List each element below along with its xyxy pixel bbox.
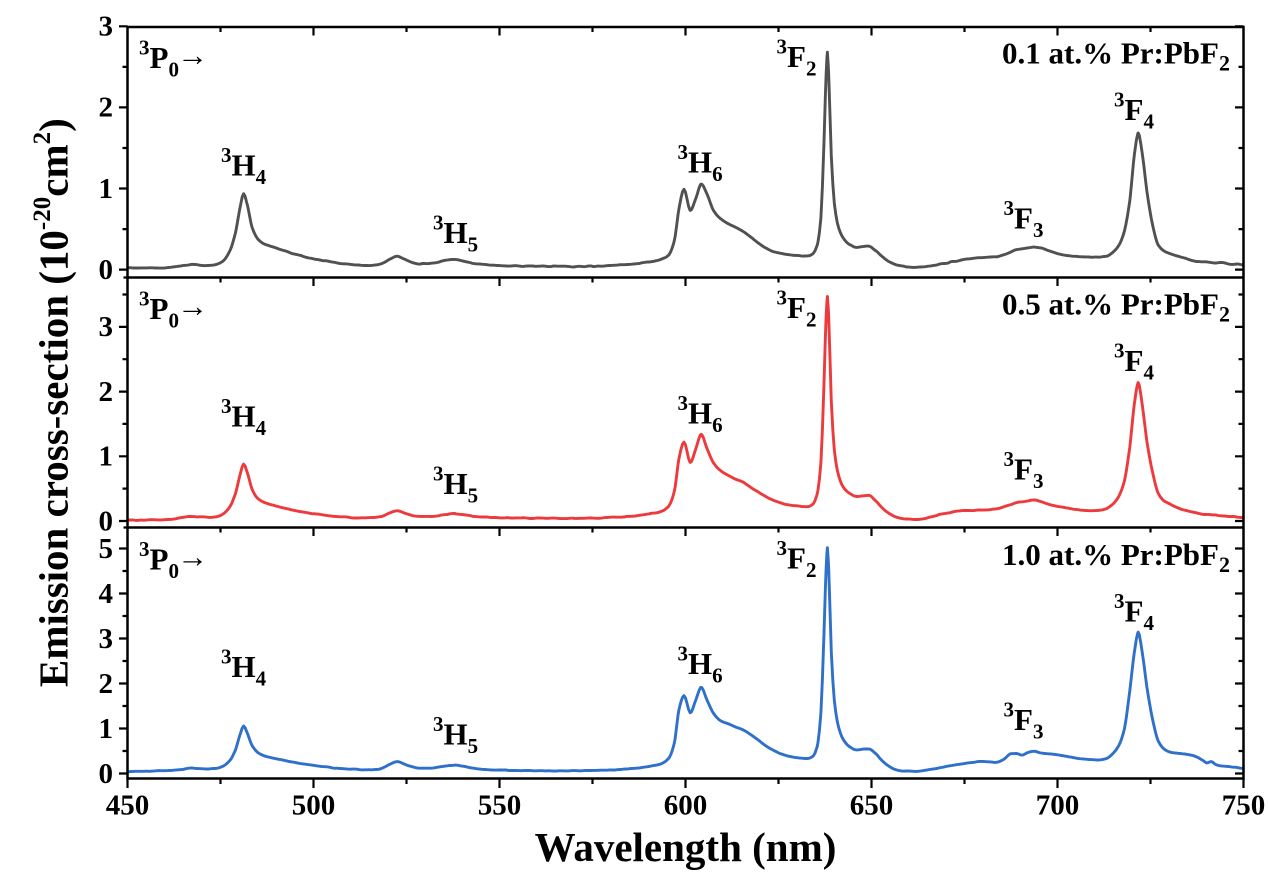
- svg-text:0.1 at.% Pr:PbF2: 0.1 at.% Pr:PbF2: [1002, 36, 1230, 76]
- svg-text:2: 2: [99, 92, 114, 124]
- svg-text:700: 700: [1036, 790, 1080, 822]
- svg-text:3F2: 3F2: [777, 286, 817, 332]
- svg-text:0.5 at.% Pr:PbF2: 0.5 at.% Pr:PbF2: [1002, 287, 1230, 327]
- svg-text:450: 450: [106, 790, 150, 822]
- svg-text:5: 5: [99, 533, 114, 565]
- svg-text:3F2: 3F2: [777, 35, 817, 81]
- svg-text:3H6: 3H6: [678, 140, 723, 186]
- svg-text:3F4: 3F4: [1114, 589, 1154, 635]
- svg-text:550: 550: [478, 790, 522, 822]
- svg-text:3F3: 3F3: [1004, 447, 1044, 493]
- svg-text:1: 1: [99, 173, 114, 205]
- svg-text:3H5: 3H5: [433, 712, 478, 758]
- svg-text:3F4: 3F4: [1114, 339, 1154, 385]
- svg-text:0: 0: [99, 254, 114, 286]
- svg-text:3F4: 3F4: [1114, 88, 1154, 134]
- svg-text:3H6: 3H6: [678, 642, 723, 688]
- svg-text:2: 2: [99, 668, 114, 700]
- svg-text:650: 650: [850, 790, 894, 822]
- svg-text:1: 1: [99, 441, 114, 473]
- svg-text:3: 3: [99, 11, 114, 43]
- svg-text:500: 500: [292, 790, 336, 822]
- svg-text:Wavelength (nm): Wavelength (nm): [535, 824, 837, 870]
- svg-text:0: 0: [99, 505, 114, 537]
- svg-text:3H5: 3H5: [433, 462, 478, 508]
- svg-text:3P0→: 3P0→: [139, 286, 208, 332]
- svg-text:3P0→: 3P0→: [139, 537, 208, 583]
- svg-text:3F3: 3F3: [1004, 196, 1044, 242]
- svg-text:600: 600: [664, 790, 708, 822]
- svg-text:3: 3: [99, 623, 114, 655]
- svg-text:3H6: 3H6: [678, 391, 723, 437]
- svg-text:3H4: 3H4: [221, 143, 267, 189]
- svg-text:4: 4: [99, 578, 114, 610]
- svg-text:750: 750: [1222, 790, 1266, 822]
- svg-text:3P0→: 3P0→: [139, 35, 208, 81]
- svg-text:0: 0: [99, 758, 114, 790]
- svg-text:1: 1: [99, 713, 114, 745]
- svg-text:3H4: 3H4: [221, 645, 267, 691]
- svg-text:3H4: 3H4: [221, 394, 267, 440]
- svg-text:3F3: 3F3: [1004, 698, 1044, 744]
- svg-text:3F2: 3F2: [777, 536, 817, 582]
- svg-text:2: 2: [99, 376, 114, 408]
- svg-text:3: 3: [99, 311, 114, 343]
- svg-text:1.0 at.% Pr:PbF2: 1.0 at.% Pr:PbF2: [1002, 537, 1230, 577]
- svg-text:3H5: 3H5: [433, 211, 478, 257]
